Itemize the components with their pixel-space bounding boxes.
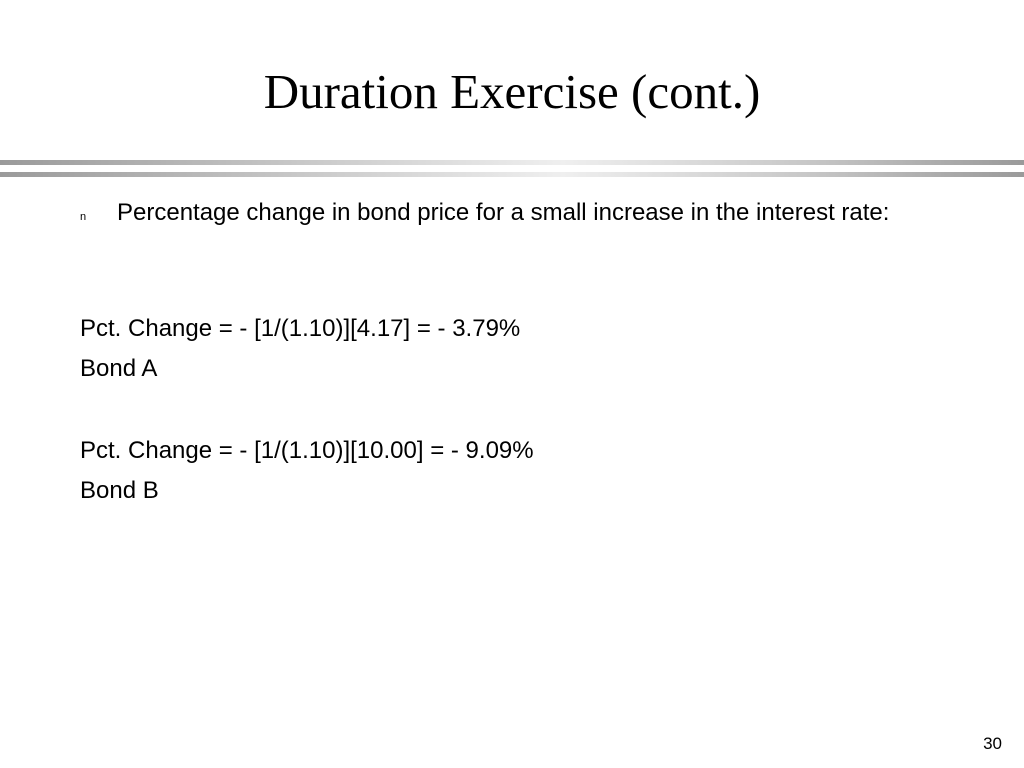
bond-a-formula: Pct. Change = - [1/(1.10)][4.17] = - 3.7… <box>80 315 521 342</box>
bullet-text: Percentage change in bond price for a sm… <box>117 199 890 226</box>
bond-a-label: Bond A <box>80 355 158 382</box>
page-number: 30 <box>983 734 1002 753</box>
slide-title: Duration Exercise (cont.) <box>263 64 761 119</box>
bullet-marker: n <box>80 211 87 223</box>
bond-b-formula: Pct. Change = - [1/(1.10)][10.00] = - 9.… <box>80 437 534 464</box>
title-divider-top <box>0 160 1024 165</box>
bond-b-label: Bond B <box>80 477 159 504</box>
title-divider-bottom <box>0 172 1024 177</box>
